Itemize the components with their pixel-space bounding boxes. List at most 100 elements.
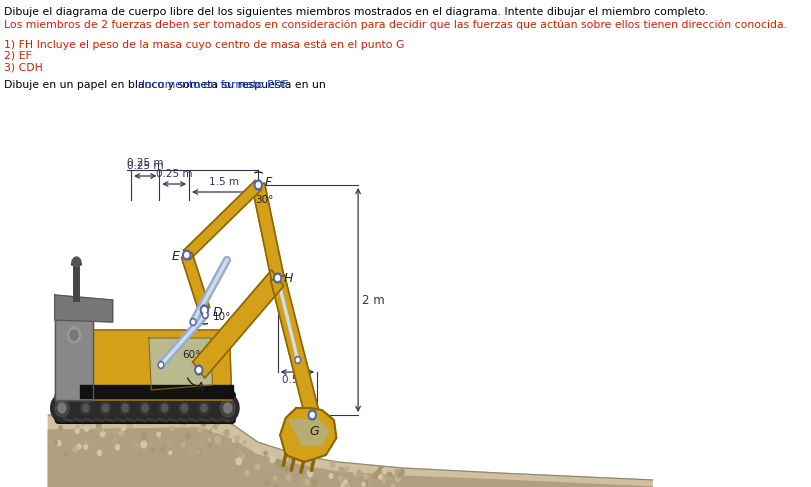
Circle shape [119, 431, 124, 436]
Circle shape [201, 421, 206, 426]
Circle shape [395, 469, 400, 475]
Circle shape [357, 470, 362, 477]
Circle shape [305, 479, 310, 485]
Circle shape [390, 475, 393, 479]
Circle shape [198, 427, 202, 432]
Circle shape [112, 428, 118, 435]
Circle shape [160, 363, 162, 367]
Circle shape [70, 330, 78, 340]
FancyBboxPatch shape [55, 392, 235, 423]
Text: documento en formato PDF.: documento en formato PDF. [138, 80, 290, 90]
Circle shape [159, 436, 162, 440]
Polygon shape [49, 413, 653, 487]
Circle shape [375, 470, 380, 476]
Circle shape [161, 447, 165, 452]
Circle shape [132, 421, 135, 426]
Circle shape [309, 460, 314, 467]
Circle shape [265, 481, 269, 486]
Circle shape [182, 420, 187, 425]
Text: Dibuje el diagrama de cuerpo libre del los siguientes miembros mostrados en el d: Dibuje el diagrama de cuerpo libre del l… [4, 7, 708, 17]
Circle shape [285, 468, 288, 471]
Circle shape [59, 426, 62, 430]
Circle shape [60, 401, 71, 415]
Circle shape [171, 426, 174, 431]
Circle shape [276, 460, 281, 466]
Circle shape [310, 469, 314, 474]
Circle shape [275, 485, 277, 487]
Circle shape [178, 401, 190, 415]
Circle shape [185, 252, 189, 258]
Circle shape [185, 432, 191, 439]
Polygon shape [193, 270, 284, 378]
Circle shape [51, 394, 73, 422]
Circle shape [273, 476, 277, 480]
Circle shape [161, 404, 168, 412]
Circle shape [212, 429, 215, 432]
Circle shape [221, 404, 227, 412]
Circle shape [169, 451, 172, 454]
Circle shape [320, 469, 324, 473]
Circle shape [201, 404, 208, 412]
Circle shape [127, 421, 132, 428]
Circle shape [142, 433, 147, 440]
Text: 2 m: 2 m [363, 294, 385, 306]
Text: H: H [284, 271, 294, 284]
Circle shape [218, 401, 230, 415]
Circle shape [102, 440, 105, 443]
Circle shape [203, 307, 207, 313]
Circle shape [203, 312, 208, 318]
Text: 0.5 m: 0.5 m [282, 375, 312, 385]
Polygon shape [184, 180, 261, 260]
Circle shape [400, 469, 404, 475]
Circle shape [255, 180, 262, 190]
Circle shape [139, 401, 151, 415]
Circle shape [191, 320, 195, 324]
Circle shape [152, 449, 155, 452]
Circle shape [54, 441, 57, 445]
Circle shape [187, 448, 193, 455]
Circle shape [358, 485, 362, 487]
Circle shape [97, 423, 101, 428]
Polygon shape [280, 408, 337, 462]
Circle shape [64, 451, 68, 456]
Circle shape [264, 463, 268, 466]
Circle shape [196, 450, 200, 454]
Text: D: D [212, 305, 222, 318]
Circle shape [273, 273, 281, 283]
Circle shape [345, 484, 350, 487]
Text: 1.5 m: 1.5 m [208, 177, 238, 187]
Circle shape [200, 305, 208, 315]
Circle shape [102, 404, 109, 412]
Circle shape [379, 475, 382, 479]
Circle shape [383, 471, 387, 476]
Circle shape [382, 468, 386, 473]
Text: E: E [172, 249, 179, 262]
Circle shape [289, 458, 292, 461]
Circle shape [141, 441, 147, 448]
Circle shape [373, 473, 378, 478]
Text: 3) CDH: 3) CDH [4, 63, 43, 73]
Text: A: A [196, 381, 204, 394]
Circle shape [97, 450, 101, 455]
Circle shape [197, 368, 201, 373]
Text: 60°: 60° [182, 350, 201, 360]
Text: 0.25 m: 0.25 m [127, 158, 164, 168]
Circle shape [122, 404, 128, 412]
Polygon shape [80, 330, 232, 400]
Text: 2) EF: 2) EF [4, 51, 32, 61]
Circle shape [368, 480, 372, 485]
Circle shape [234, 435, 239, 440]
Circle shape [75, 429, 79, 433]
Circle shape [339, 476, 342, 481]
Circle shape [255, 464, 260, 469]
Circle shape [339, 467, 345, 474]
Polygon shape [54, 320, 92, 400]
Circle shape [196, 450, 201, 456]
Circle shape [58, 403, 66, 413]
Circle shape [255, 449, 259, 453]
Circle shape [135, 444, 139, 448]
Text: Dibuje en un papel en blanco y someta su respuesta en un: Dibuje en un papel en blanco y someta su… [4, 80, 329, 90]
Circle shape [398, 473, 401, 477]
Circle shape [213, 425, 217, 430]
Circle shape [83, 441, 87, 446]
